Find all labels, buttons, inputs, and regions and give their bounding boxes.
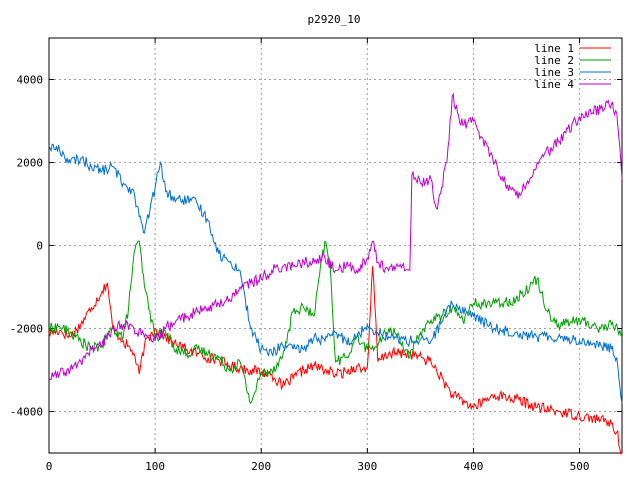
legend-entry: line 3 (534, 66, 611, 79)
x-tick-label: 300 (357, 460, 377, 473)
legend-entry: line 2 (534, 54, 611, 67)
legend-entry: line 1 (534, 42, 611, 55)
chart-title: p2920_10 (308, 13, 361, 26)
y-axis-tick-labels: -4000 -2000 0 2000 4000 (10, 74, 43, 419)
series-line-1 (48, 266, 623, 455)
x-tick-label: 200 (251, 460, 271, 473)
legend: line 1 line 2 line 3 line 4 (534, 42, 611, 91)
series-line-2 (48, 240, 623, 405)
y-tick-label: 2000 (17, 157, 44, 170)
grid-lines (49, 38, 622, 453)
series-lines (48, 92, 623, 455)
legend-entry: line 4 (534, 78, 611, 91)
axis-ticks (48, 38, 622, 453)
series-line-3 (48, 143, 623, 404)
y-tick-label: 4000 (17, 74, 44, 87)
series-line-4 (48, 92, 623, 381)
x-tick-label: 0 (46, 460, 53, 473)
legend-label: line 3 (534, 66, 574, 79)
legend-label: line 2 (534, 54, 574, 67)
y-tick-label: -2000 (10, 323, 43, 336)
x-tick-label: 500 (570, 460, 590, 473)
legend-label: line 1 (534, 42, 574, 55)
x-tick-label: 400 (464, 460, 484, 473)
x-axis-tick-labels: 0 100 200 300 400 500 (46, 460, 590, 473)
y-tick-label: -4000 (10, 406, 43, 419)
x-tick-label: 100 (145, 460, 165, 473)
legend-label: line 4 (534, 78, 574, 91)
y-tick-label: 0 (36, 240, 43, 253)
